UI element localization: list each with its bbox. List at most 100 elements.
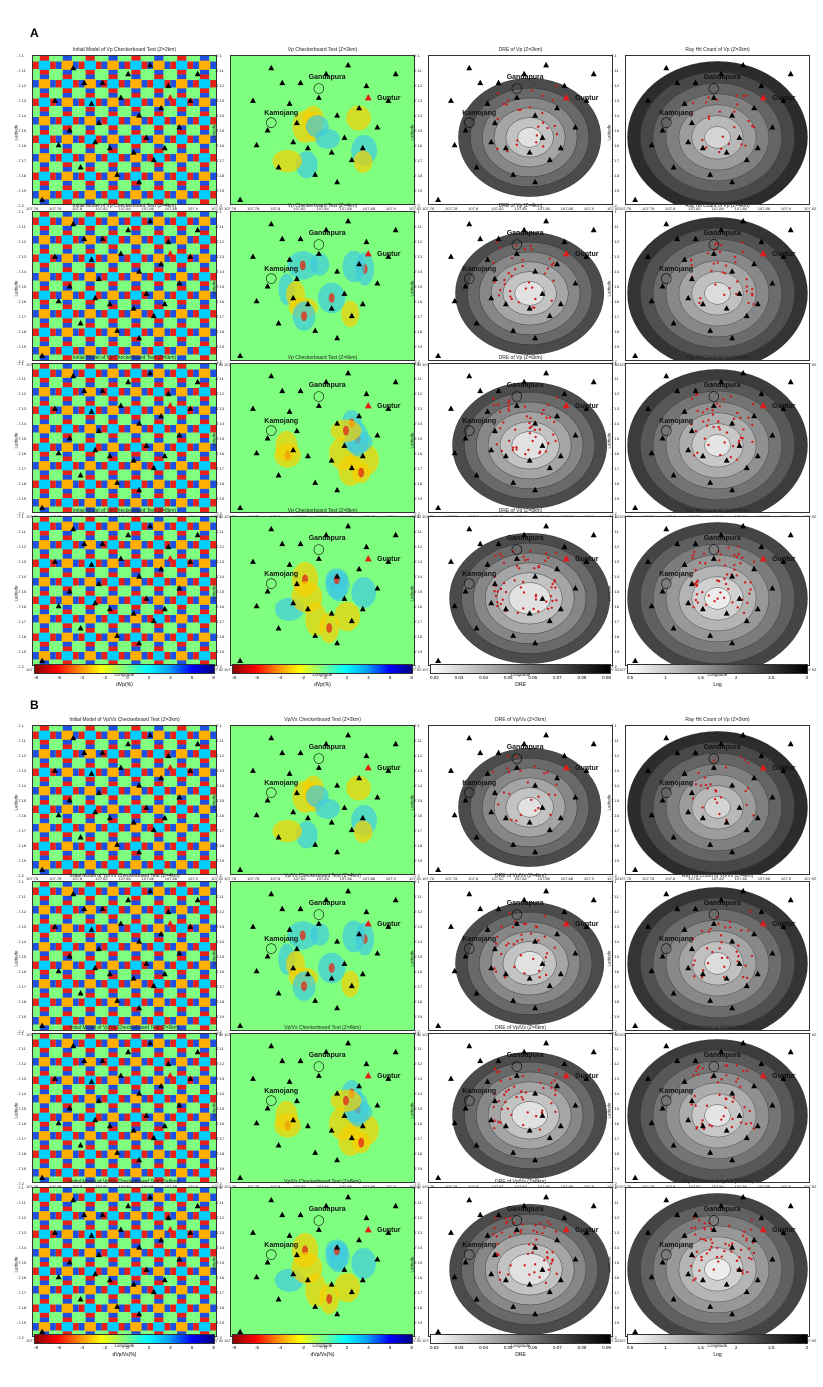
panel-title: Initial Model of Vp/Vs Checkerboard Test… bbox=[69, 1179, 180, 1185]
event-dot bbox=[550, 1262, 553, 1265]
station-triangle bbox=[488, 599, 495, 606]
station-triangle bbox=[279, 387, 286, 394]
map-panel: DRE of Vp (Z=4km) Gandapura Kamojang Guntur… bbox=[410, 203, 620, 373]
lon-tick: 107.76 bbox=[26, 876, 39, 881]
station-triangle bbox=[754, 144, 761, 151]
station-triangle bbox=[194, 896, 201, 903]
station-triangle bbox=[718, 740, 725, 747]
station-triangle bbox=[488, 1116, 495, 1123]
event-dot bbox=[736, 960, 739, 963]
station-triangle bbox=[95, 789, 102, 796]
station-triangle bbox=[95, 1251, 102, 1258]
colorbar-label: DRE bbox=[515, 1352, 526, 1358]
station-triangle bbox=[659, 435, 666, 441]
latitude-label: Latitude bbox=[13, 124, 19, 141]
station-triangle bbox=[279, 905, 286, 912]
event-dot bbox=[694, 598, 698, 602]
station-triangle bbox=[699, 452, 706, 459]
lon-tick: 107.92 bbox=[804, 1184, 817, 1189]
guntur-triangle bbox=[759, 93, 767, 101]
station-triangle bbox=[55, 141, 62, 148]
lat-tick: -7.18 bbox=[215, 329, 225, 334]
colorbar-tick: 4 bbox=[169, 675, 172, 680]
station-triangle bbox=[590, 226, 597, 233]
station-triangle bbox=[66, 953, 73, 959]
lat-tick: -7.18 bbox=[610, 843, 620, 848]
volcano-label-guntur: Guntur bbox=[575, 1227, 599, 1234]
event-dot bbox=[696, 1073, 700, 1076]
station-triangle bbox=[769, 950, 776, 956]
station-triangle bbox=[769, 585, 776, 591]
colorbar-label: DRE bbox=[515, 682, 526, 688]
station-triangle bbox=[502, 300, 509, 307]
colorbar-tick: 2 bbox=[345, 675, 349, 680]
station-triangle bbox=[532, 1156, 539, 1163]
station-triangle bbox=[435, 352, 442, 359]
station-triangle bbox=[723, 305, 730, 311]
station-triangle bbox=[707, 841, 714, 847]
station-triangle bbox=[275, 164, 282, 170]
event-dot bbox=[493, 1119, 496, 1122]
panel-title: Vp/Vs Checkerboard Test (Z=4km) bbox=[284, 873, 361, 879]
event-dot bbox=[704, 562, 707, 565]
event-dot bbox=[546, 1220, 550, 1223]
event-dot bbox=[745, 285, 749, 288]
event-dot bbox=[694, 1069, 698, 1072]
lat-tick: -7.16 bbox=[17, 143, 27, 148]
lat-tick: -7.1 bbox=[215, 514, 222, 519]
lon-tick: 107.92 bbox=[211, 667, 224, 672]
event-dot bbox=[499, 427, 502, 430]
colorbar bbox=[627, 1334, 808, 1344]
station-triangle bbox=[743, 617, 750, 624]
volcano-label-gandapura: Gandapura bbox=[308, 74, 346, 81]
lat-tick: -7.12 bbox=[17, 753, 27, 758]
lat-tick: -7.1 bbox=[215, 1031, 222, 1036]
event-dot bbox=[703, 1227, 706, 1231]
lat-tick: -7.14 bbox=[17, 113, 27, 118]
lat-tick: -7.17 bbox=[215, 1136, 225, 1141]
event-dot bbox=[693, 1226, 697, 1229]
event-dot bbox=[538, 451, 541, 455]
lat-tick: -7.2 bbox=[610, 359, 617, 364]
event-dot bbox=[535, 141, 538, 144]
colorbar-ticks: -8 -6 -4 -2 0 2 4 6 8 bbox=[232, 1345, 413, 1350]
event-dot bbox=[706, 408, 709, 411]
station-triangle bbox=[304, 814, 311, 821]
lat-tick: -7.13 bbox=[215, 98, 225, 103]
station-triangle bbox=[462, 1105, 469, 1111]
station-triangle bbox=[484, 256, 491, 262]
lat-tick: -7.15 bbox=[413, 128, 423, 133]
event-dot bbox=[504, 1100, 507, 1104]
event-dot bbox=[701, 1067, 704, 1070]
map-panel: Initial Model of Vp/Vs Checkerboard Test… bbox=[14, 873, 224, 1043]
lat-tick: -7.19 bbox=[17, 344, 27, 349]
volcano-label-guntur: Guntur bbox=[772, 921, 796, 928]
event-dot bbox=[519, 108, 522, 111]
station-triangle bbox=[237, 866, 244, 873]
event-dot bbox=[696, 1066, 699, 1070]
guntur-triangle bbox=[759, 249, 767, 257]
event-dot bbox=[526, 1111, 529, 1114]
event-dot bbox=[722, 398, 725, 401]
event-dot bbox=[742, 975, 745, 979]
station-triangle bbox=[165, 1060, 172, 1067]
event-dot bbox=[500, 449, 504, 453]
event-dot bbox=[746, 787, 750, 790]
station-triangle bbox=[392, 1048, 399, 1055]
station-triangle bbox=[674, 540, 681, 547]
event-dot bbox=[546, 267, 549, 270]
volcano-label-gandapura: Gandapura bbox=[506, 1206, 544, 1213]
station-triangle bbox=[348, 156, 355, 163]
station-triangle bbox=[674, 1211, 681, 1218]
lat-tick: -7.13 bbox=[610, 1076, 620, 1081]
lon-tick: 107.9 bbox=[187, 876, 198, 881]
volcano-label-gandapura: Gandapura bbox=[308, 744, 346, 751]
event-dot bbox=[742, 428, 745, 431]
lat-tick: -7.2 bbox=[610, 1029, 617, 1034]
station-triangle bbox=[359, 1276, 366, 1283]
station-triangle bbox=[194, 1048, 201, 1055]
lat-tick: -7.12 bbox=[413, 1061, 423, 1066]
station-triangle bbox=[743, 1288, 750, 1295]
station-triangle bbox=[304, 144, 311, 151]
event-dot bbox=[532, 1243, 535, 1246]
